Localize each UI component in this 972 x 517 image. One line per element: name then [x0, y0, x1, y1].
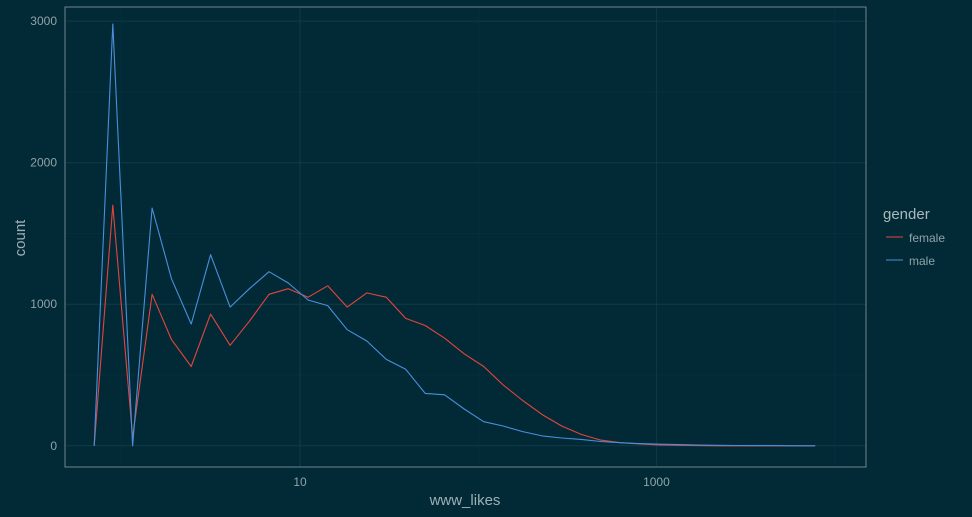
series-layer	[93, 23, 816, 447]
y-tick-label: 0	[50, 439, 57, 453]
y-axis-title: count	[12, 219, 29, 257]
x-tick-label: 1000	[643, 475, 670, 489]
legend-title: gender	[883, 206, 930, 223]
x-tick-label: 10	[293, 475, 307, 489]
plot-panel-border	[64, 6, 867, 468]
y-tick-label: 2000	[30, 156, 57, 170]
legend-label-female: female	[909, 231, 945, 245]
legend-label-male: male	[909, 254, 935, 268]
x-axis-title: www_likes	[429, 492, 501, 509]
series-line-male	[93, 23, 816, 447]
y-tick-label: 1000	[30, 297, 57, 311]
gridlines	[65, 7, 866, 467]
y-axis-ticks: 0 1000 2000 3000	[30, 14, 57, 453]
x-axis-ticks: 10 1000	[293, 475, 670, 489]
y-tick-label: 3000	[30, 14, 57, 28]
legend: gender female male	[883, 206, 945, 268]
